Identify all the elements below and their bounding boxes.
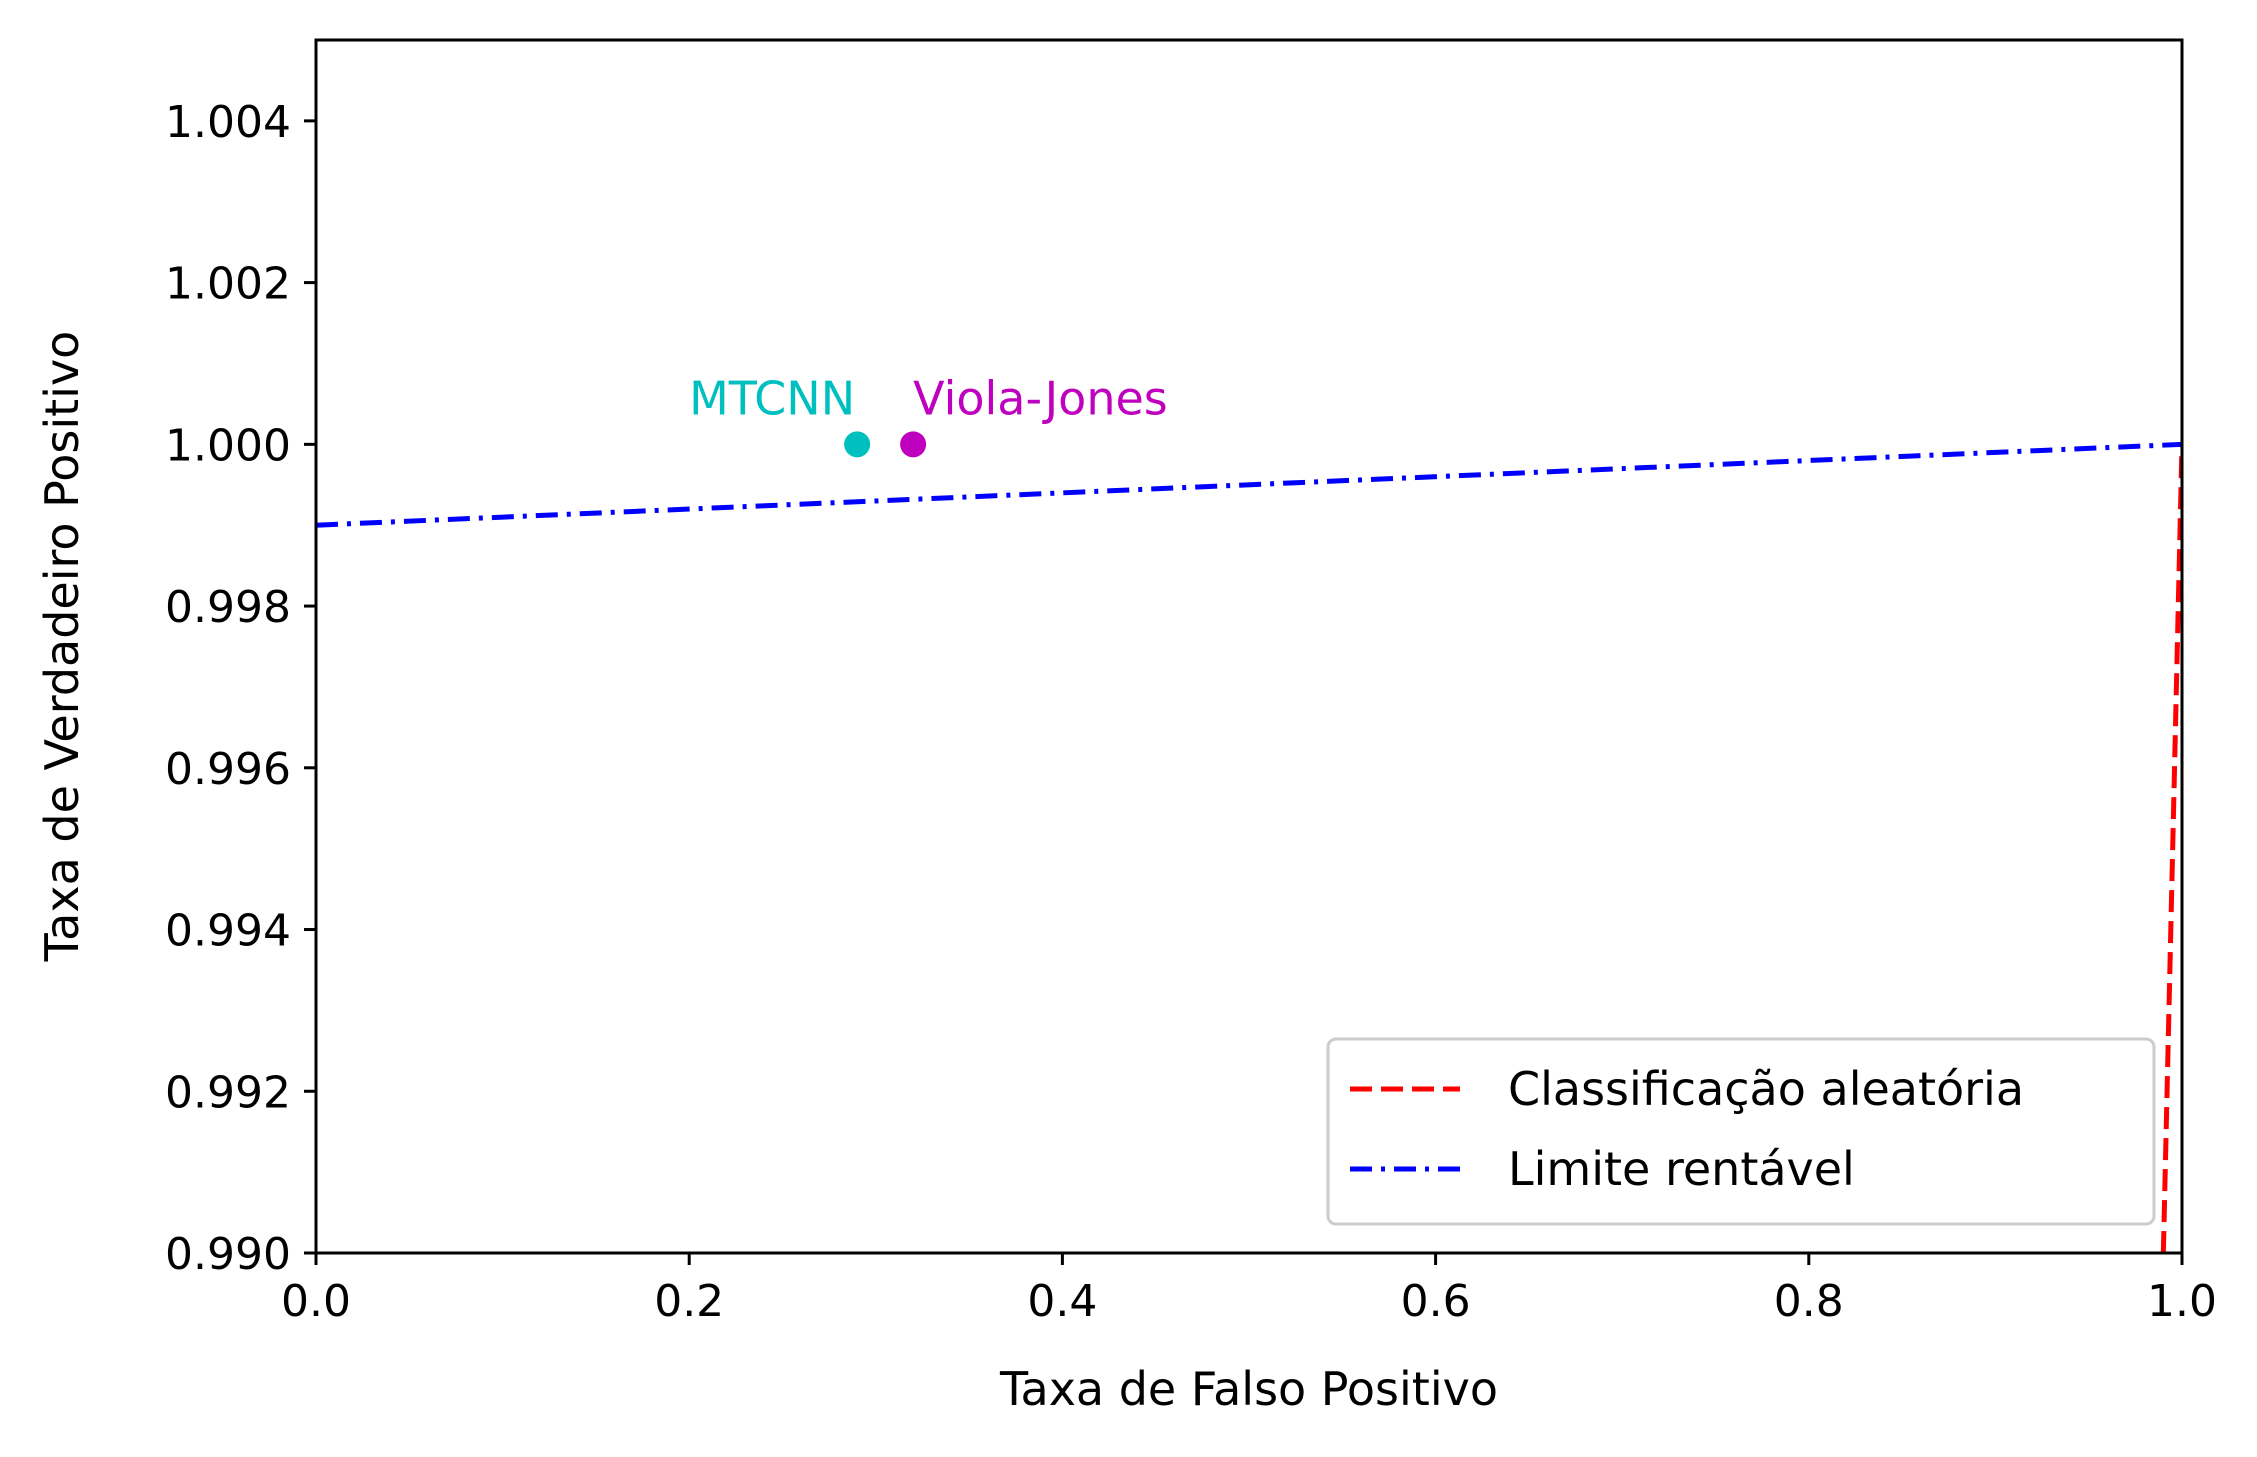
x-tick-label: 0.8 <box>1774 1276 1844 1327</box>
legend: Classificação aleatória Limite rentável <box>1326 1037 2156 1226</box>
y-tick-label: 1.002 <box>165 259 291 310</box>
x-tick-label: 1.0 <box>2147 1276 2217 1327</box>
y-tick-label: 1.000 <box>165 420 291 471</box>
x-tick-label: 0.6 <box>1401 1276 1471 1327</box>
legend-label: Limite rentável <box>1508 1142 1855 1196</box>
y-tick-label: 0.992 <box>165 1067 291 1118</box>
point-label: MTCNN <box>689 371 855 425</box>
y-tick-label: 0.996 <box>165 744 291 795</box>
point-label: Viola-Jones <box>913 371 1168 425</box>
x-axis-label: Taxa de Falso Positivo <box>999 1362 1498 1416</box>
y-tick-label: 1.004 <box>165 97 291 148</box>
points-layer: MTCNN Viola-Jones <box>689 371 1168 458</box>
series-line-profit-limit <box>316 441 2182 528</box>
legend-box <box>1326 1037 2156 1226</box>
x-tick-label: 0.4 <box>1027 1276 1097 1327</box>
x-tick-label: 0.2 <box>654 1276 724 1327</box>
plot-frame <box>314 38 2184 1255</box>
x-axis: 0.0 0.2 0.4 0.6 0.8 1.0 <box>281 1253 2217 1327</box>
y-tick-label: 0.990 <box>165 1229 291 1280</box>
y-tick-label: 0.998 <box>165 582 291 633</box>
y-axis-label: Taxa de Verdadeiro Positivo <box>35 331 89 963</box>
x-tick-label: 0.0 <box>281 1276 351 1327</box>
legend-label: Classificação aleatória <box>1508 1062 2024 1116</box>
y-axis: 0.990 0.992 0.994 0.996 0.998 1.000 1.002 1.004 <box>165 97 316 1280</box>
point-viola-jones <box>900 431 927 458</box>
series-layer <box>316 441 2182 1253</box>
series-line-random-classification <box>2160 444 2182 1253</box>
y-tick-label: 0.994 <box>165 906 291 957</box>
point-mtcnn <box>844 431 871 458</box>
